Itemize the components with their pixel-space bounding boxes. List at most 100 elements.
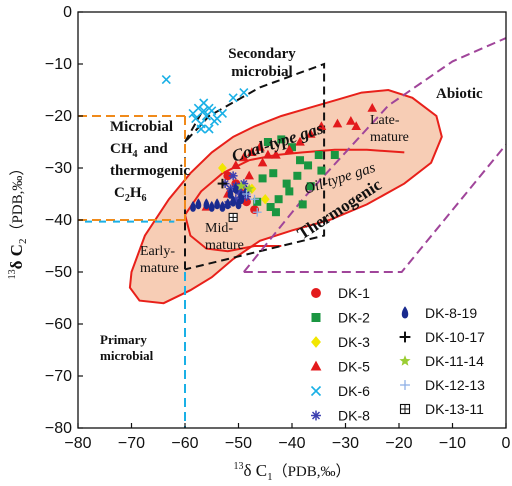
point-dk-6-5 [199,106,209,116]
point-dk-5-17 [367,103,378,112]
series-dk-13-11 [228,212,238,222]
legend-label: DK-6 [338,383,370,399]
x-tick-label: 0 [502,435,511,452]
point-dk-2-2 [288,143,296,152]
legend-swatch-dk-8 [311,410,321,421]
y-tick-label: −40 [45,212,72,229]
legend-swatch-dk-2 [311,313,321,322]
point-dk-5-8 [257,157,268,167]
point-dk-2-17 [298,200,307,209]
series-dk-12-13 [242,189,262,217]
legend-swatch-dk-12-13 [400,380,410,390]
x-tick-label: −10 [439,435,466,452]
x-tick-label: −20 [385,435,412,452]
y-axis-title: 13δ C2（PDB,‰） [7,161,29,280]
region-abiotic-upper [243,37,506,273]
series-dk-11-14 [236,181,255,193]
point-dk-5-9 [271,149,281,159]
legend-item-dk-6: DK-6 [310,383,370,399]
point-dk-5-5 [255,142,265,151]
legend-swatch-dk-10-17 [399,331,411,343]
point-dk-6-16 [239,88,249,98]
point-dk-2-0 [263,138,272,146]
point-dk-8-19-5 [219,201,226,212]
legend-label: DK-8-19 [425,305,477,321]
region-mid-mature-boundary [184,214,282,253]
region-label-secondary-line1: Secondary [228,46,296,62]
point-dk-8-19-0 [190,201,196,212]
region-shapes [78,37,506,428]
legend-label: DK-5 [338,359,370,375]
mid-line1: Mid- [205,221,233,236]
mixed-line3: thermogenic [110,163,190,179]
axes: −80 −70 −60 −50 −40 −30 −20 −10 0 0 −10 −20 −30 −40 −5… [45,4,511,452]
legend-swatch-dk-6 [310,385,322,397]
point-dk-5-12 [305,129,316,138]
legend-item-dk-10-17: DK-10-17 [399,329,485,345]
point-dk-11-14-0 [236,181,247,191]
region-label-secondary-line2: microbial [231,64,292,80]
legend-item-dk-2: DK-2 [311,310,370,326]
point-dk-6-7 [204,124,214,134]
legend-label: DK-8 [338,408,370,424]
point-dk-3-2 [260,194,270,205]
point-dk-5-4 [247,147,257,156]
legend-swatch-dk-1 [311,288,321,298]
late-line2: mature [370,130,409,145]
point-dk-2-4 [304,161,313,170]
point-dk-8-19-2 [203,198,210,210]
primary-line2: microbial [100,348,154,363]
late-line1: Late- [370,113,400,128]
point-dk-8-19-4 [214,198,220,210]
legend-label: DK-2 [338,310,370,326]
point-dk-6-10 [196,124,206,134]
series-dk-5 [201,103,378,211]
mixed-line2: CH4 and [110,141,168,160]
point-dk-8-19-6 [224,198,231,210]
region-label-secondary: Secondary microbial [228,46,296,80]
legend-label: DK-13-11 [425,401,484,417]
region-label-abiotic: Abiotic [436,86,483,102]
point-dk-2-9 [282,179,291,188]
point-dk-5-16 [351,121,361,130]
legend-swatch-dk-3 [311,336,321,348]
y-tick-label: −80 [45,420,72,437]
point-dk-11-14-1 [244,183,255,193]
data-points [161,75,378,222]
y-tick-label: −50 [45,264,72,281]
point-dk-6-0 [161,75,171,85]
mixed-line4: C2H6 [114,185,147,204]
point-dk-2-12 [317,166,326,175]
y-tick-label: −30 [45,160,72,177]
y-tick-label: 0 [63,4,72,21]
x-axis-title: 13δ C1（PDB,‰） [233,461,350,483]
point-dk-13-11-0 [228,212,238,222]
legend-swatch-dk-13-11 [399,403,411,415]
early-line2: mature [140,261,179,276]
legend-label: DK-12-13 [425,377,485,393]
region-label-early: Early- mature [140,244,179,276]
point-dk-2-1 [277,135,286,144]
point-dk-8-19-12 [232,182,239,194]
point-dk-2-15 [274,195,283,204]
early-line1: Early- [140,244,175,259]
point-dk-6-15 [228,93,238,103]
legend-label: DK-10-17 [425,329,485,345]
point-dk-5-3 [239,152,249,162]
mixed-line1: Microbial [110,119,173,135]
x-tick-label: −30 [332,435,359,452]
series-dk-8-19 [190,182,250,212]
legend-swatch-dk-8-19 [401,306,409,319]
point-dk-2-18 [271,208,280,217]
region-label-mid: Mid- mature [205,221,244,253]
point-dk-12-13-0 [242,189,251,199]
point-dk-2-11 [306,182,315,191]
point-dk-5-14 [332,118,343,128]
primary-line1: Primary [100,332,147,347]
point-dk-6-13 [199,98,209,108]
legend-label: DK-1 [338,285,370,301]
region-abiotic-lower [243,143,506,273]
x-tick-label: −70 [118,435,145,452]
y-tick-label: −70 [45,368,72,385]
